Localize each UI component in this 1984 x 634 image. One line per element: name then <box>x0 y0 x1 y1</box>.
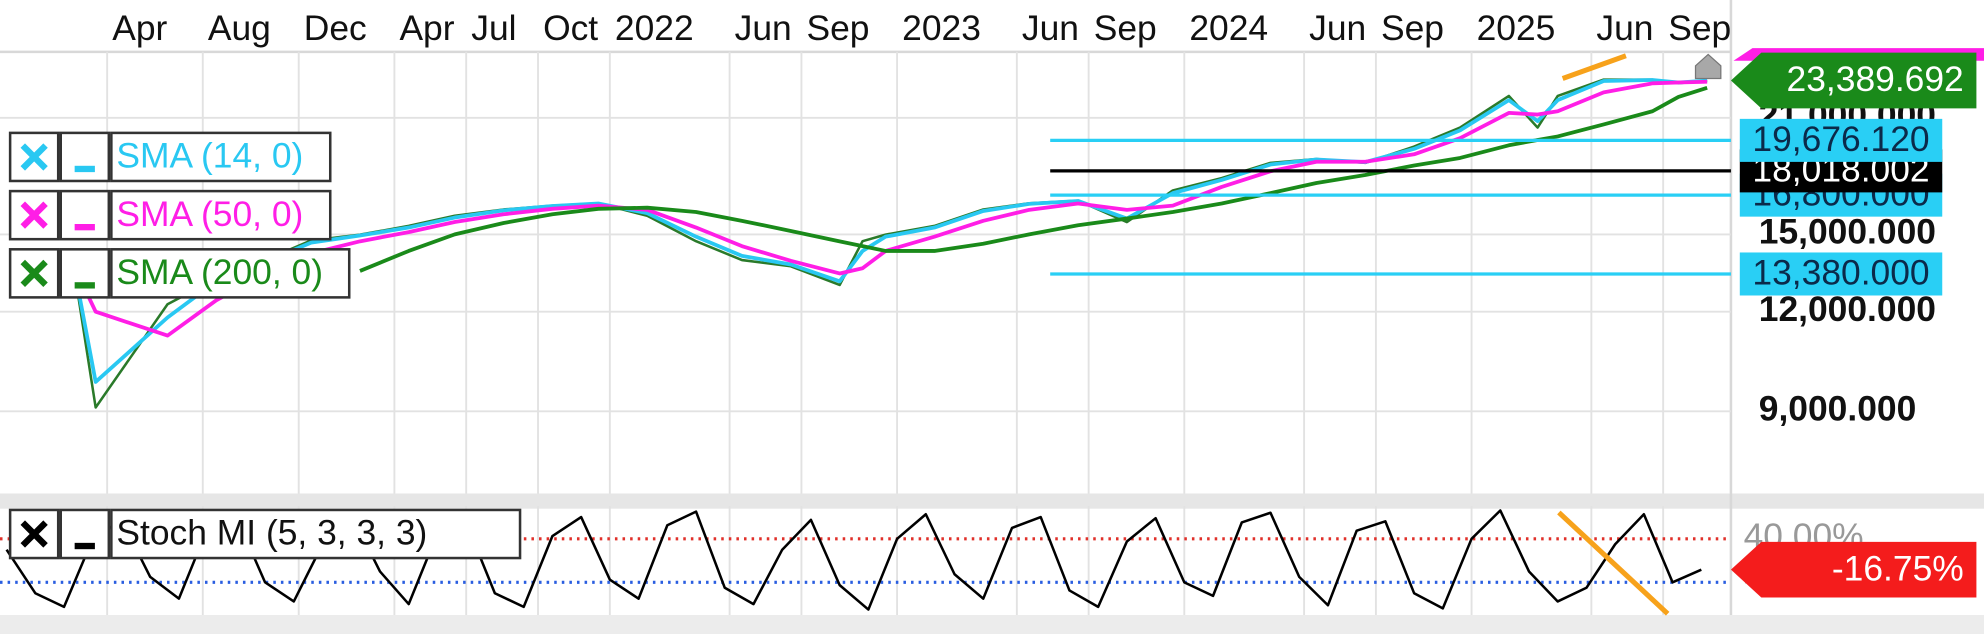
series-line <box>5 509 1702 611</box>
level-badge <box>1739 252 1943 296</box>
series-line <box>70 79 1708 338</box>
last-value-badge <box>1730 541 1977 598</box>
minimize-button[interactable] <box>59 131 111 183</box>
remove-icon <box>20 201 48 229</box>
x-tick-label: Sep <box>806 8 869 48</box>
legend-label: Stoch MI (5, 3, 3, 3) <box>116 513 427 553</box>
legend-box <box>110 131 332 183</box>
level-label: 13,380.000 <box>1752 253 1929 293</box>
last-value-label: -16.75% <box>1832 548 1964 588</box>
remove-icon <box>20 259 48 287</box>
y-tick-label: 12,000.000 <box>1759 289 1936 329</box>
x-tick-label: Sep <box>1381 8 1444 48</box>
x-tick-label: Jun <box>735 8 792 48</box>
x-tick-label: Apr <box>399 8 454 48</box>
remove-icon <box>20 520 48 548</box>
level-badge <box>1739 118 1943 162</box>
legend: SMA (14, 0) SMA (50, 0) SMA (200, 0) Stoch … <box>8 131 522 560</box>
x-tick-label: Jun <box>1309 8 1366 48</box>
x-tick-label: 2023 <box>902 8 981 48</box>
x-tick-label: Sep <box>1668 8 1731 48</box>
x-tick-label: Jun <box>1596 8 1653 48</box>
minimize-button[interactable] <box>59 248 111 299</box>
minimize-button[interactable] <box>59 189 111 241</box>
series-line <box>70 78 1708 384</box>
legend-box <box>110 189 332 241</box>
legend-label: SMA (14, 0) <box>116 136 303 176</box>
minimize-icon <box>74 282 95 289</box>
minimize-icon <box>74 165 95 173</box>
last-value-badge <box>1730 52 1977 109</box>
x-tick-label: Dec <box>304 8 367 48</box>
y-tick-label: 9,000.000 <box>1759 389 1917 429</box>
trend-line <box>1561 53 1627 81</box>
plot <box>5 78 1731 611</box>
legend-label: SMA (50, 0) <box>116 194 303 234</box>
legend-label: SMA (200, 0) <box>116 252 323 292</box>
x-tick-label: Aug <box>208 8 271 48</box>
legend-box <box>110 248 351 299</box>
home-icon[interactable] <box>1694 53 1722 80</box>
grid <box>0 51 1731 615</box>
y-tick-label: 15,000.000 <box>1759 212 1936 252</box>
x-tick-label: 2022 <box>615 8 694 48</box>
pane-divider <box>0 493 1984 509</box>
bottom-bar <box>0 614 1984 634</box>
x-tick-label: Oct <box>543 8 598 48</box>
legend-box <box>110 508 522 560</box>
minimize-icon <box>74 224 95 231</box>
minimize-button[interactable] <box>59 508 111 560</box>
x-tick-label: Apr <box>112 8 167 48</box>
x-tick-label: Sep <box>1094 8 1157 48</box>
x-tick-label: 2025 <box>1477 8 1556 48</box>
remove-icon <box>20 143 48 171</box>
x-tick-label: Jun <box>1022 8 1079 48</box>
x-tick-label: 2024 <box>1189 8 1268 48</box>
axis: Apr Aug Dec Apr Jul Oct 2022 Jun Sep 2023 Jun Sep 20… <box>112 8 1977 600</box>
last-value-label: 23,389.692 <box>1787 59 1964 99</box>
level-label: 19,676.120 <box>1752 119 1929 159</box>
trend-line <box>1557 510 1670 616</box>
x-tick-label: Jul <box>471 8 516 48</box>
minimize-icon <box>74 542 95 550</box>
